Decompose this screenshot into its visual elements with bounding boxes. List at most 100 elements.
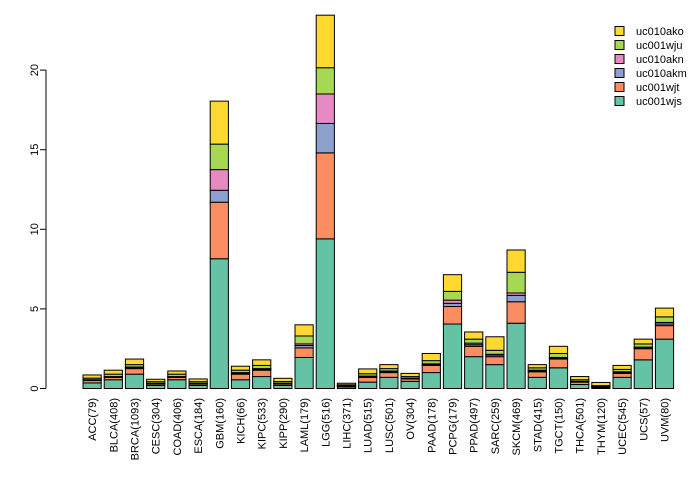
bar-segment-uc010ako (358, 368, 378, 375)
bar-stack (379, 364, 399, 389)
bar-segment-uc001wjs (294, 356, 314, 389)
bar-segment-uc001wju (654, 316, 675, 323)
bar-segment-uc010akm (209, 189, 229, 203)
bar-segment-uc010ako (527, 364, 547, 369)
bar-segment-uc001wju (442, 290, 463, 301)
bar-stack (188, 378, 208, 390)
bar-segment-uc010ako (591, 381, 611, 387)
bar-segment-uc010ako (633, 338, 653, 345)
bar-segment-uc001wju (209, 143, 229, 171)
x-tick-label: KIPC(533) (257, 398, 269, 449)
x-tick-label: LUAD(515) (363, 398, 375, 453)
bar-stack (82, 374, 102, 390)
bar-segment-uc001wjs (124, 373, 145, 389)
bar-segment-uc001wjs (527, 376, 547, 389)
bar-segment-uc001wjt (358, 376, 378, 383)
bar-segment-uc010ako (485, 336, 505, 351)
bar-segment-uc001wjt (315, 152, 335, 240)
bar-segment-uc001wjs (633, 359, 653, 389)
x-tick-label: LAML(179) (299, 398, 311, 452)
bar-segment-uc010ako (315, 14, 335, 69)
x-axis-labels: ACC(79) BLCA(408) BRCA(1093) CESC(304) COAD(… (87, 398, 671, 460)
x-tick-label: OV(304) (405, 398, 417, 440)
bar-stack (252, 359, 272, 389)
bar-segment-uc001wjs (252, 376, 272, 389)
bar-segment-uc010ako (252, 359, 272, 366)
bar-segment-uc010ako (82, 374, 102, 379)
x-tick-label: PPAD(497) (469, 398, 481, 453)
bar-segment-uc001wjs (654, 338, 675, 390)
x-tick-label: LIHC(371) (342, 398, 354, 449)
bar-segment-uc010akn (315, 93, 335, 124)
x-tick-label: SKCM(469) (511, 398, 523, 455)
bar-segment-uc001wjt (485, 356, 505, 366)
bar-segment-uc001wjs (358, 381, 378, 389)
x-tick-label: SARC(259) (490, 398, 502, 454)
bar-segment-uc001wjs (548, 367, 569, 389)
bar-stack (230, 365, 251, 389)
bar-stack (315, 14, 335, 389)
bar-segment-uc010akm (315, 122, 335, 154)
legend-label-uc001wjs: uc001wjs (636, 96, 682, 108)
bar-segment-uc001wjs (570, 384, 590, 389)
bar-segment-uc010ako (188, 378, 208, 383)
bar-stack (612, 364, 632, 389)
legend-label-uc001wju: uc001wju (636, 40, 682, 52)
bar-segment-uc001wjs (103, 379, 123, 389)
bar-stack (654, 307, 675, 390)
legend-label-uc001wjt: uc001wjt (636, 82, 679, 94)
legend-swatch-uc010akn (614, 54, 625, 64)
bar-stack (485, 336, 505, 389)
x-tick-label: KICH(66) (236, 398, 248, 444)
bar-segment-uc001wjt (633, 348, 653, 361)
bar-stack (570, 376, 590, 389)
legend-label-uc010ako: uc010ako (636, 26, 684, 38)
bar-segment-uc001wju (485, 349, 505, 355)
bar-segment-uc001wjt (612, 372, 632, 378)
x-tick-label: KIPP(290) (278, 398, 290, 449)
bar-segment-uc001wjt (421, 364, 441, 374)
bar-stacks (82, 14, 675, 390)
bar-segment-uc001wjs (82, 382, 102, 390)
x-tick-label: ESCA(184) (193, 398, 205, 454)
x-tick-label: THYM(120) (596, 398, 608, 455)
bar-segment-uc001wjs (485, 364, 505, 389)
bar-segment-uc010ako (570, 376, 590, 381)
bar-segment-uc001wju (506, 271, 526, 294)
bar-segment-uc001wjs (506, 322, 526, 389)
x-tick-label: UCEC(545) (617, 398, 629, 455)
bar-segment-uc010ako (273, 377, 293, 382)
bar-segment-uc001wjt (527, 371, 547, 378)
x-tick-label: LGG(516) (320, 398, 332, 447)
y-tick-label: 0 (29, 385, 41, 391)
bar-stack (506, 249, 526, 389)
bar-segment-uc001wjt (209, 201, 229, 260)
bar-segment-uc001wjt (294, 347, 314, 358)
bar-stack (421, 352, 441, 389)
x-tick-label: LUSC(501) (384, 398, 396, 453)
y-tick-label: 10 (29, 223, 41, 235)
bar-segment-uc010ako (548, 345, 569, 354)
bar-segment-uc001wjt (379, 372, 399, 378)
bar-segment-uc010ako (379, 364, 399, 370)
bar-stack (167, 370, 187, 389)
bar-segment-uc010ako (506, 249, 526, 273)
bar-segment-uc010ako (400, 372, 420, 378)
bar-segment-uc010akn (209, 169, 229, 191)
legend-swatch-uc001wju (614, 40, 625, 50)
x-tick-label: COAD(406) (172, 398, 184, 455)
x-tick-label: PAAD(178) (426, 398, 438, 453)
bar-stack (527, 364, 547, 389)
x-tick-label: THCA(501) (575, 398, 587, 454)
bar-segment-uc001wjt (230, 373, 251, 381)
bar-stack (358, 368, 378, 389)
bar-segment-uc001wju (315, 67, 335, 95)
x-tick-label: STAD(415) (532, 398, 544, 452)
bar-segment-uc001wjs (464, 356, 484, 390)
bar-stack (442, 274, 463, 389)
bar-stack (294, 324, 314, 389)
bar-segment-uc001wjs (167, 379, 187, 389)
y-axis: 0 5 10 15 20 (29, 64, 47, 392)
bar-segment-uc010ako (103, 369, 123, 375)
legend-swatch-uc001wjs (614, 96, 625, 106)
